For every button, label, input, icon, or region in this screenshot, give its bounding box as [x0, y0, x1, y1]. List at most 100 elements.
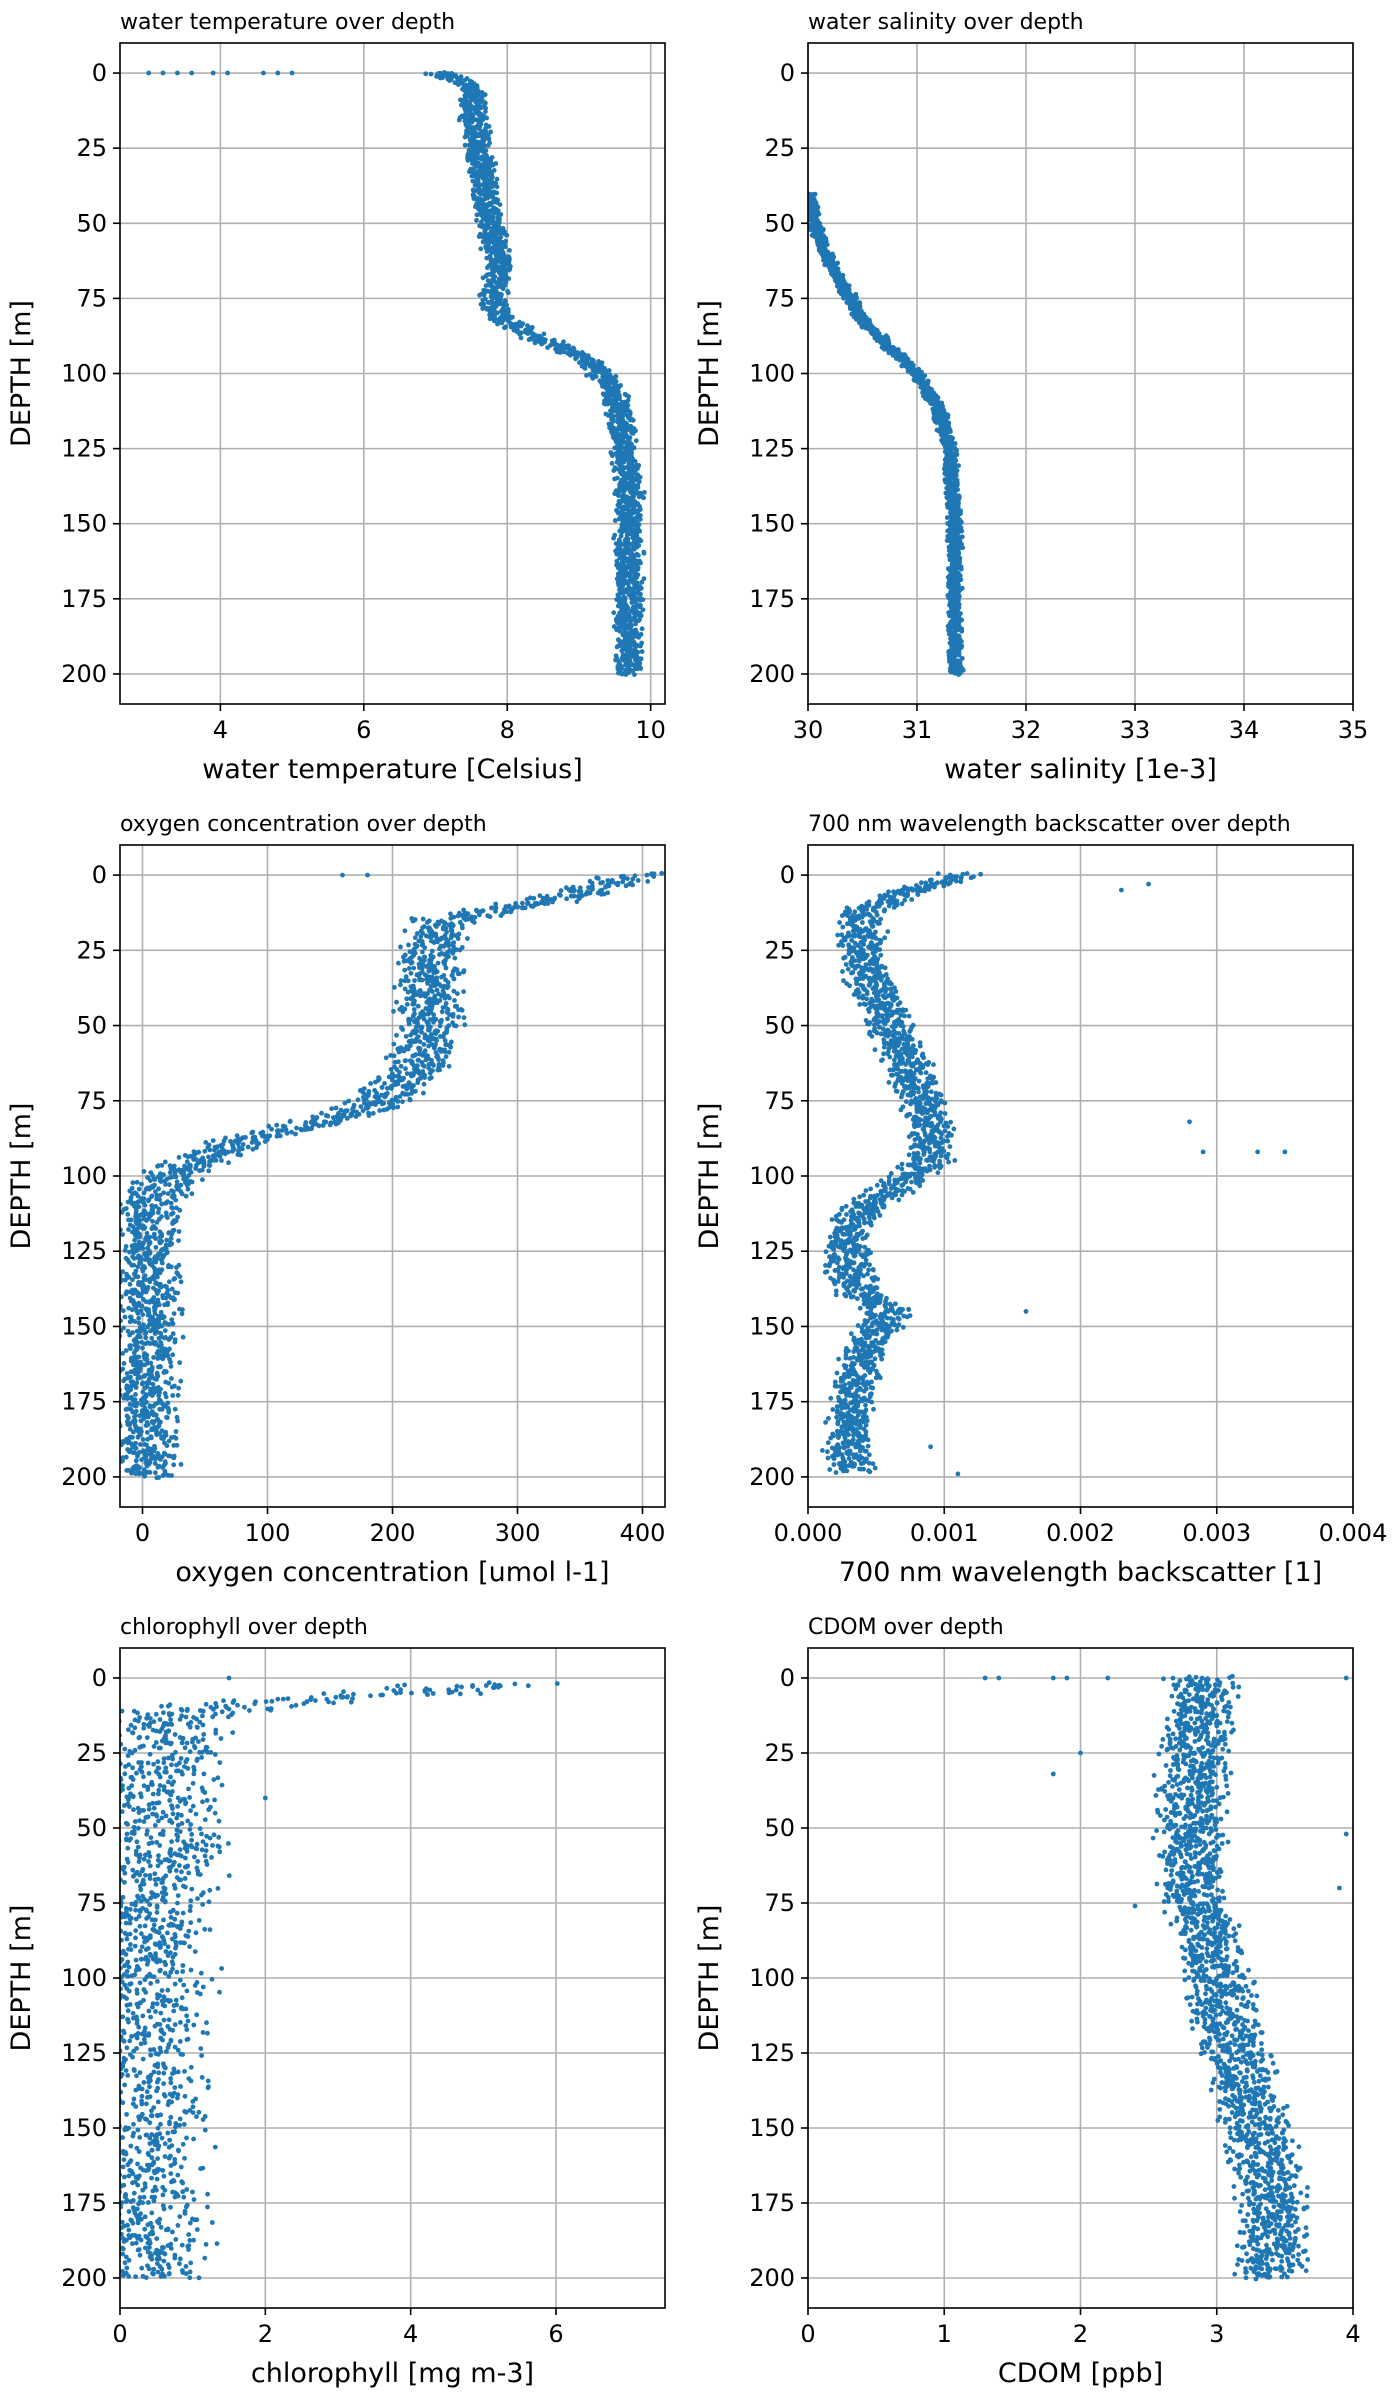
outlier-point	[289, 70, 295, 76]
data-point	[442, 983, 447, 989]
data-point	[612, 476, 617, 482]
y-tick-label: 75	[76, 284, 107, 312]
data-point	[502, 325, 507, 331]
data-point	[434, 1000, 440, 1006]
data-point	[166, 1182, 172, 1187]
outlier-point	[225, 70, 231, 76]
data-point	[169, 1174, 175, 1180]
data-point	[931, 408, 937, 413]
data-point	[608, 408, 613, 414]
data-series	[802, 191, 966, 677]
data-point	[571, 351, 577, 357]
data-point	[476, 234, 482, 240]
data-point	[174, 1179, 180, 1185]
data-point	[583, 891, 589, 897]
x-tick-label: 8	[500, 716, 515, 744]
data-point	[144, 1217, 149, 1223]
data-point	[479, 219, 484, 225]
data-point	[450, 950, 456, 956]
data-point	[956, 511, 962, 517]
data-point	[848, 300, 853, 306]
data-point	[886, 350, 892, 356]
data-point	[302, 1127, 308, 1133]
data-point	[421, 1042, 427, 1047]
data-point	[403, 1066, 408, 1071]
data-point	[465, 916, 471, 922]
data-point	[404, 1086, 410, 1092]
data-point	[638, 666, 644, 671]
data-point	[159, 1163, 165, 1168]
data-point	[414, 931, 420, 936]
x-tick-label: 4	[213, 716, 228, 744]
y-tick-label: 0	[780, 59, 795, 87]
data-point	[431, 940, 437, 945]
data-point	[410, 918, 416, 924]
data-point	[410, 1013, 416, 1019]
y-tick-label: 175	[61, 585, 107, 613]
data-point	[391, 1008, 396, 1014]
data-point	[637, 586, 643, 592]
data-point	[506, 276, 512, 281]
data-point	[959, 528, 965, 534]
data-point	[628, 502, 634, 508]
data-point	[126, 1217, 131, 1223]
data-point	[366, 1113, 372, 1118]
data-point	[483, 172, 489, 177]
data-point	[420, 949, 425, 955]
data-point	[573, 356, 578, 362]
data-point	[497, 284, 503, 289]
data-point	[441, 1034, 446, 1040]
data-point	[266, 1123, 272, 1129]
data-point	[433, 1031, 439, 1037]
data-point	[142, 1202, 148, 1208]
data-point	[802, 195, 807, 200]
data-point	[610, 453, 615, 459]
data-point	[159, 1201, 165, 1207]
data-point	[505, 288, 510, 294]
data-point	[894, 351, 900, 357]
data-point	[402, 1058, 408, 1064]
data-point	[406, 966, 412, 971]
data-point	[508, 324, 514, 330]
data-point	[403, 1034, 409, 1039]
x-axis-label: water salinity [1e-3]	[944, 754, 1217, 785]
data-point	[427, 929, 432, 934]
data-point	[397, 1069, 402, 1075]
data-point	[176, 1238, 181, 1243]
data-point	[420, 1062, 426, 1068]
data-point	[476, 126, 482, 131]
data-series	[120, 870, 672, 1481]
data-point	[401, 954, 406, 960]
data-point	[519, 905, 525, 911]
data-point	[440, 1063, 446, 1068]
outlier-point	[261, 70, 266, 76]
data-point	[474, 217, 479, 223]
data-point	[169, 1231, 175, 1237]
x-tick-label: 35	[1338, 716, 1369, 744]
data-point	[609, 461, 615, 466]
data-series	[146, 70, 647, 677]
data-point	[426, 968, 432, 974]
data-point	[393, 1082, 398, 1087]
data-point	[452, 998, 457, 1003]
data-point	[442, 1038, 448, 1043]
data-point	[153, 1245, 159, 1250]
data-point	[199, 1167, 205, 1173]
data-point	[667, 874, 672, 879]
outlier-point	[160, 70, 166, 76]
data-point	[958, 628, 964, 633]
data-point	[472, 182, 478, 188]
data-point	[515, 904, 521, 910]
data-point	[959, 585, 965, 591]
data-point	[627, 624, 633, 630]
data-point	[445, 993, 451, 999]
data-point	[432, 1045, 437, 1051]
data-point	[639, 649, 645, 654]
x-tick-label: 33	[1120, 716, 1151, 744]
data-point	[185, 1154, 191, 1160]
data-point	[461, 969, 466, 975]
data-point	[269, 1126, 274, 1132]
data-point	[438, 943, 444, 949]
data-point	[388, 1053, 393, 1058]
